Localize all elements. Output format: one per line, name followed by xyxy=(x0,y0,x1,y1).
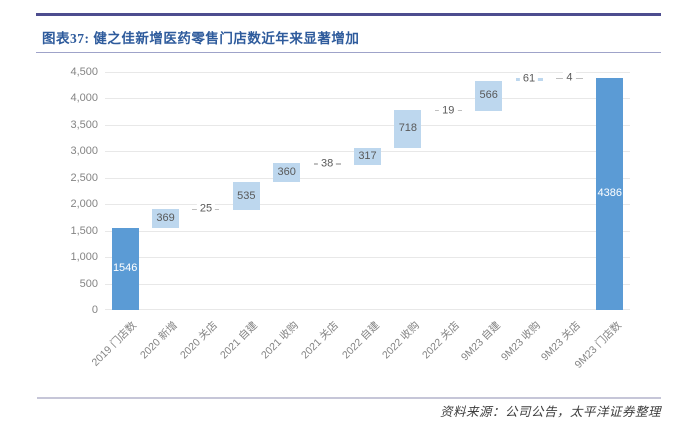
grid-line xyxy=(105,231,630,232)
y-axis-tick-label: 4,000 xyxy=(70,92,98,104)
grid-line xyxy=(105,309,630,310)
waterfall-bar-total xyxy=(596,78,624,310)
bar-value-label: 1546 xyxy=(112,262,138,275)
top-divider xyxy=(36,13,661,16)
y-axis-tick-label: 0 xyxy=(91,304,98,316)
grid-line xyxy=(105,98,630,99)
waterfall-bar-increase xyxy=(475,81,503,111)
y-axis-tick-label: 2,000 xyxy=(70,198,98,210)
bar-value-label: 535 xyxy=(237,189,256,202)
grid-line xyxy=(105,125,630,126)
y-axis-tick-label: 2,500 xyxy=(70,172,98,184)
chart-title: 图表37: 健之佳新增医药零售门店数近年来显著增加 xyxy=(42,31,360,46)
bar-value-label: 61 xyxy=(519,72,539,86)
grid-line xyxy=(105,257,630,258)
bar-value-label: 369 xyxy=(156,211,175,224)
y-axis-tick-label: 500 xyxy=(79,278,98,290)
bar-value-label: 4 xyxy=(563,71,576,85)
grid-line xyxy=(105,178,630,179)
waterfall-bar-increase xyxy=(354,147,381,165)
bar-value-label: 38 xyxy=(317,157,337,171)
y-axis-tick-label: 1,000 xyxy=(70,251,98,263)
bar-value-label: 4386 xyxy=(597,187,623,200)
bar-value-label: 19 xyxy=(439,104,458,118)
waterfall-bar-increase xyxy=(232,181,260,211)
y-axis-tick-label: 1,500 xyxy=(70,225,98,237)
waterfall-bar-increase xyxy=(152,208,180,229)
waterfall-bar-increase xyxy=(394,109,422,148)
bar-value-label: 566 xyxy=(479,89,498,102)
grid-line xyxy=(105,72,630,73)
title-divider xyxy=(36,52,661,53)
waterfall-bar-increase xyxy=(273,162,301,182)
footer-divider xyxy=(37,397,661,399)
grid-line xyxy=(105,204,630,205)
bar-value-label: 317 xyxy=(358,149,377,162)
bar-value-label: 25 xyxy=(196,202,216,216)
grid-line xyxy=(105,284,630,285)
source-note: 资料来源：公司公告，太平洋证券整理 xyxy=(439,405,661,419)
bar-value-label: 718 xyxy=(398,121,418,134)
waterfall-bar-total xyxy=(111,228,139,310)
y-axis-tick-label: 3,500 xyxy=(70,119,98,131)
y-axis-tick-label: 4,500 xyxy=(70,66,98,78)
bar-value-label: 360 xyxy=(277,165,296,178)
y-axis-tick-label: 3,000 xyxy=(70,145,98,157)
